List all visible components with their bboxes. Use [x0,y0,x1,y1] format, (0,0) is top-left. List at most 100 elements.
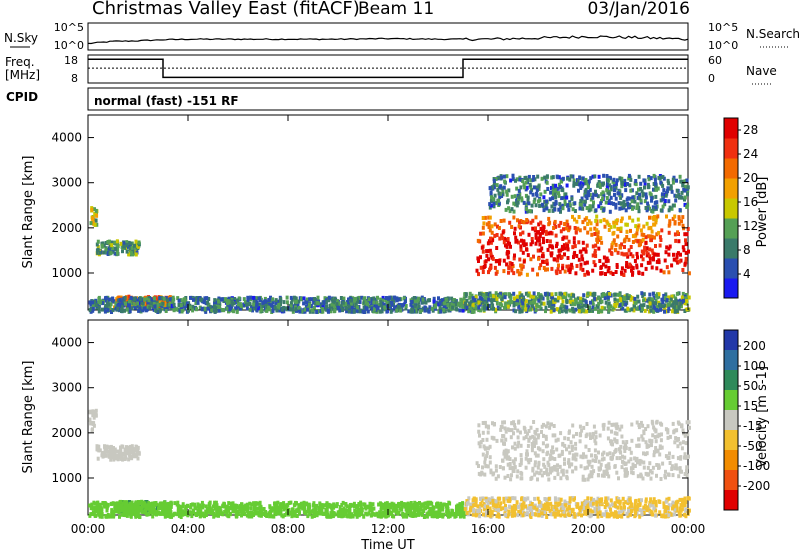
heatmap-cell [320,508,324,513]
heatmap-cell [551,196,555,201]
heatmap-cell [481,216,485,220]
heatmap-cell [678,510,682,515]
heatmap-cell [522,297,525,302]
heatmap-cell [154,502,158,507]
heatmap-cell [591,244,595,249]
heatmap-cell [204,509,208,514]
heatmap-cell [223,504,227,509]
heatmap-cell [536,248,540,253]
heatmap-cell [182,297,186,302]
heatmap-cell [145,512,149,517]
heatmap-cell [316,295,320,300]
heatmap-cell [207,506,211,511]
heatmap-cell [641,294,645,298]
heatmap-cell [352,501,356,506]
heatmap-cell [341,500,345,505]
heatmap-cell [210,308,214,313]
heatmap-cell [591,302,595,307]
heatmap-cell [263,299,267,304]
heatmap-cell [232,504,236,509]
heatmap-cell [156,506,160,511]
heatmap-cell [418,511,422,516]
heatmap-cell [378,309,382,314]
heatmap-cell [540,246,544,251]
heatmap-cell [490,224,494,229]
heatmap-cell [146,300,150,305]
heatmap-cell [656,305,659,309]
heatmap-cell [670,294,674,299]
heatmap-cell [534,215,538,220]
heatmap-cell [375,300,379,305]
heatmap-cell [365,306,369,311]
heatmap-cell [539,306,543,311]
heatmap-cell [684,238,687,243]
heatmap-cell [275,308,279,313]
heatmap-cell [628,183,632,188]
heatmap-cell [109,444,113,449]
heatmap-cell [200,500,204,505]
heatmap-cell [591,253,595,258]
heatmap-cell [105,445,109,450]
heatmap-cell [550,175,554,180]
heatmap-cell [623,268,627,273]
heatmap-cell [652,207,656,212]
heatmap-cell [280,505,284,509]
heatmap-cell [617,497,621,501]
heatmap-cell [605,174,609,178]
heatmap-cell [596,194,600,199]
heatmap-cell [158,296,162,300]
heatmap-cell [666,302,670,307]
heatmap-cell [122,241,126,246]
heatmap-cell [133,305,137,310]
heatmap-cell [513,231,516,236]
heatmap-cell [626,254,630,259]
heatmap-cell [672,300,676,305]
heatmap-cell [104,504,108,508]
heatmap-cell [280,513,284,518]
heatmap-cell [232,508,236,513]
heatmap-cell [164,510,168,515]
heatmap-cell [582,308,586,313]
heatmap-cell [644,497,648,502]
heatmap-cell [577,257,581,262]
heatmap-cell [490,300,494,305]
heatmap-cell [551,188,555,193]
heatmap-cell [483,513,487,518]
heatmap-cell [639,303,643,308]
range-tick-label: 2000 [51,221,82,235]
heatmap-cell [250,510,253,515]
heatmap-cell [636,294,640,299]
heatmap-cell [497,508,501,513]
heatmap-cell [430,506,434,511]
heatmap-cell [285,295,289,300]
heatmap-cell [504,207,508,212]
heatmap-cell [373,512,377,517]
heatmap-cell [114,504,118,509]
heatmap-cell [525,185,529,190]
heatmap-cell [564,503,568,508]
heatmap-cell [455,504,458,509]
heatmap-cell [523,185,527,190]
heatmap-cell [371,502,375,507]
heatmap-cell [357,513,361,518]
heatmap-cell [673,221,677,226]
heatmap-cell [633,259,637,263]
heatmap-cell [643,245,647,250]
heatmap-cell [460,512,463,517]
heatmap-cell [550,292,554,297]
heatmap-cell [240,513,243,518]
heatmap-cell [513,253,516,258]
heatmap-cell [622,199,626,204]
heatmap-cell [489,190,493,195]
heatmap-cell [337,513,341,518]
heatmap-cell [118,506,122,511]
heatmap-cell [548,197,552,202]
heatmap-cell [657,230,661,235]
heatmap-cell [650,229,654,234]
heatmap-cell [518,220,521,225]
heatmap-cell [182,299,186,304]
heatmap-cell [309,510,313,515]
heatmap-cell [127,294,131,299]
heatmap-cell [413,500,417,505]
